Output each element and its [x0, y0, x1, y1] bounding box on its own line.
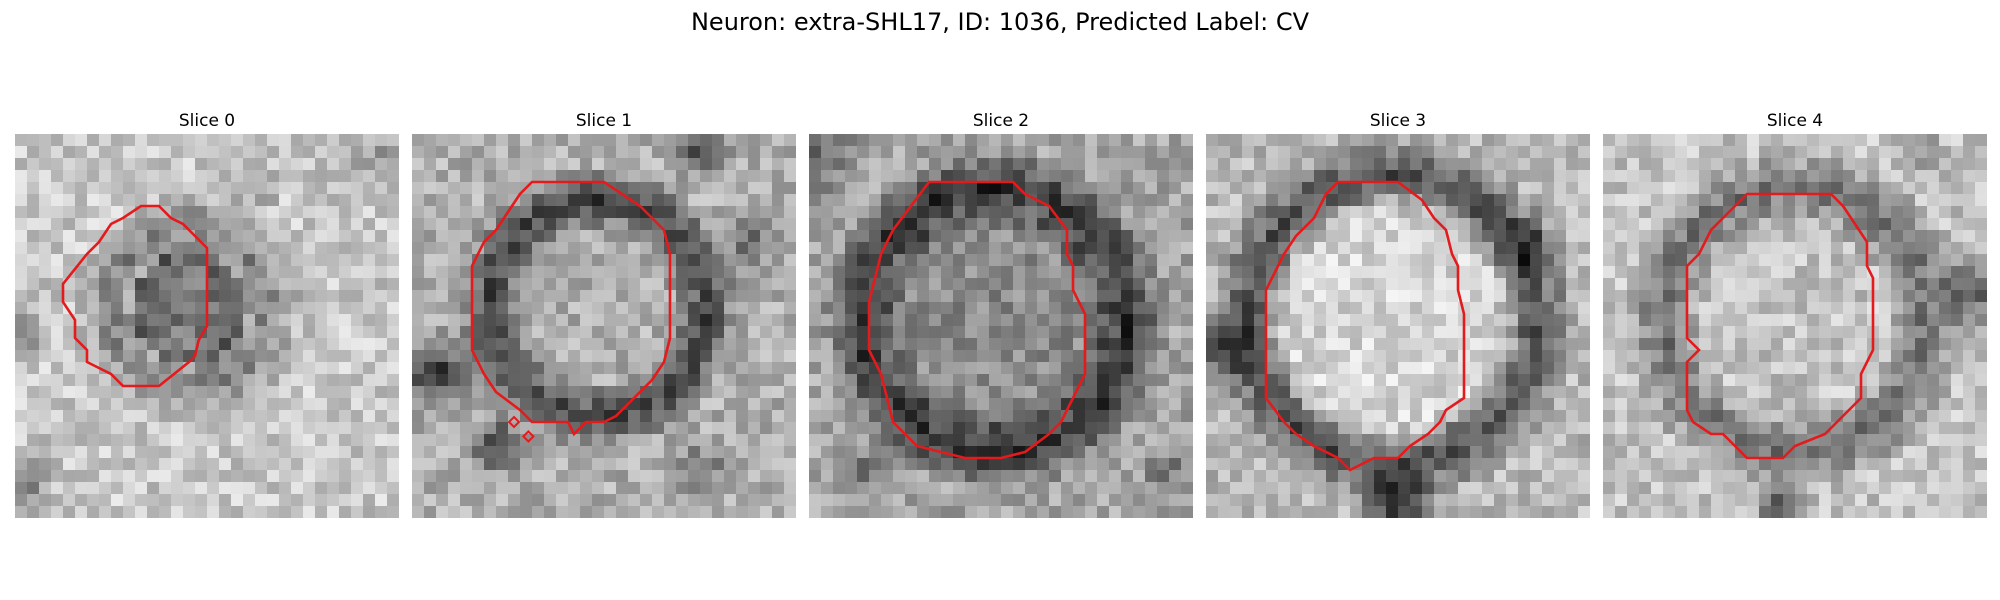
contour-outline-4 — [1685, 192, 1875, 460]
slice-panel-4: Slice 4 — [1603, 108, 1987, 518]
slice-title-1: Slice 1 — [575, 111, 633, 131]
slice-title-3: Slice 3 — [1369, 111, 1427, 131]
slice-image-0 — [15, 134, 399, 518]
contour-outline-3 — [1264, 180, 1466, 472]
slice-title-4: Slice 4 — [1766, 111, 1824, 131]
slice-panel-0: Slice 0 — [15, 108, 399, 518]
contour-outline-2 — [867, 180, 1087, 460]
slice-image-2 — [809, 134, 1193, 518]
figure-title: Neuron: extra-SHL17, ID: 1036, Predicted… — [690, 8, 1310, 36]
slice-panel-3: Slice 3 — [1206, 108, 1590, 518]
slice-image-4-svg — [1603, 134, 1987, 518]
slice-image-2-svg — [809, 134, 1193, 518]
slice-image-0-svg — [15, 134, 399, 518]
slice-panel-2: Slice 2 — [809, 108, 1193, 518]
contour-marker-1 — [521, 429, 535, 443]
slice-image-3-svg — [1206, 134, 1590, 518]
slice-image-4 — [1603, 134, 1987, 518]
slice-panel-1: Slice 1 — [412, 108, 796, 518]
slice-image-1-svg — [412, 134, 796, 518]
slice-title-0: Slice 0 — [178, 111, 236, 131]
slice-image-3 — [1206, 134, 1590, 518]
contour-outline-1 — [470, 180, 672, 437]
contour-outline-0 — [61, 204, 209, 388]
slice-image-1 — [412, 134, 796, 518]
contour-marker-0 — [507, 415, 521, 429]
slice-title-2: Slice 2 — [972, 111, 1030, 131]
